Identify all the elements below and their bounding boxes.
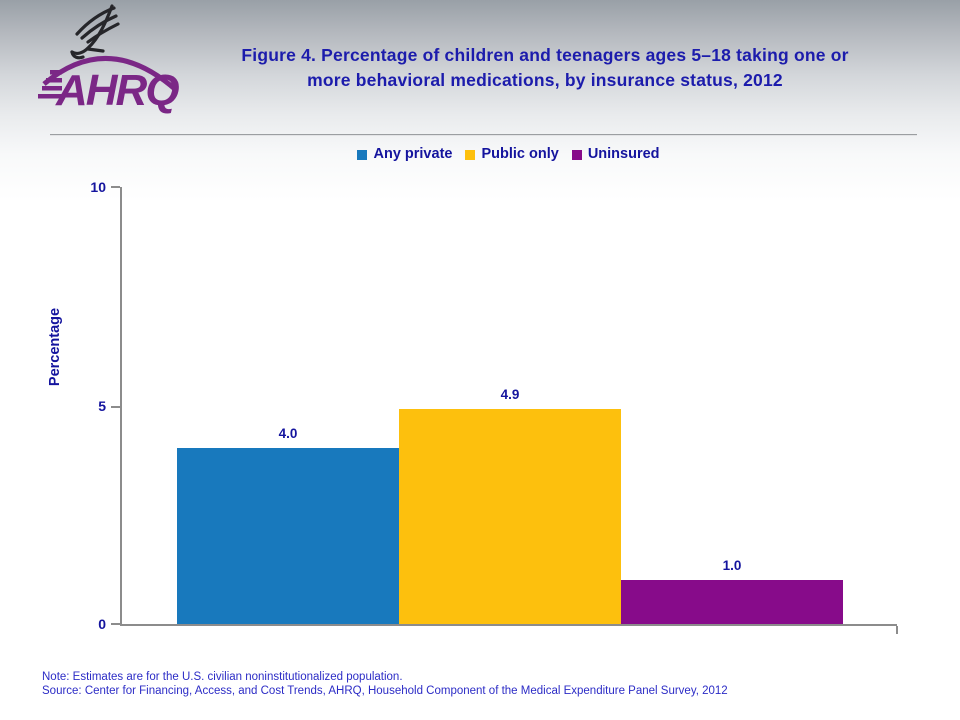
- y-axis-tick-10: [111, 186, 120, 188]
- legend-label-any-private: Any private: [373, 146, 453, 162]
- footnotes: Note: Estimates are for the U.S. civilia…: [42, 670, 942, 698]
- bar-value-label-uninsured: 1.0: [722, 558, 742, 574]
- y-tick-label-5: 5: [98, 398, 106, 414]
- y-tick-label-0: 0: [98, 616, 106, 632]
- legend-item-uninsured: Uninsured: [571, 146, 660, 162]
- legend-swatch-any-private: [357, 149, 368, 160]
- y-axis-title: Percentage: [47, 307, 63, 387]
- header-divider: [50, 134, 917, 136]
- bar-any-private: [177, 448, 399, 624]
- ahrq-logo: AHRQ: [36, 4, 184, 118]
- figure-title: Figure 4. Percentage of children and tee…: [165, 43, 925, 93]
- bar-public-only: [399, 408, 621, 624]
- chart-plot-area: Percentage 10 5 0 4.0 4.9 1.0: [47, 179, 898, 634]
- footnote-source: Source: Center for Financing, Access, an…: [42, 685, 728, 697]
- x-axis-end-tick: [896, 626, 898, 634]
- bar-value-label-any-private: 4.0: [278, 426, 298, 442]
- legend-swatch-public-only: [465, 149, 476, 160]
- figure-title-line2: more behavioral medications, by insuranc…: [307, 70, 783, 90]
- y-axis-tick-5: [111, 406, 120, 408]
- legend-label-uninsured: Uninsured: [587, 146, 660, 162]
- logo-speed-stripes: [38, 70, 62, 99]
- legend-item-any-private: Any private: [357, 146, 452, 162]
- bar-value-label-public-only: 4.9: [500, 386, 520, 402]
- ahrq-logo-text: AHRQ: [55, 66, 179, 115]
- chart-legend: Any private Public only Uninsured: [120, 144, 897, 164]
- footnote-note: Note: Estimates are for the U.S. civilia…: [42, 671, 403, 683]
- legend-label-public-only: Public only: [481, 146, 559, 162]
- figure-title-line1: Figure 4. Percentage of children and tee…: [241, 45, 849, 65]
- legend-item-public-only: Public only: [465, 146, 559, 162]
- bar-uninsured: [621, 580, 843, 624]
- y-tick-label-10: 10: [90, 179, 106, 195]
- y-axis-tick-0: [111, 623, 120, 625]
- legend-swatch-uninsured: [571, 149, 582, 160]
- hhs-eagle-icon: [70, 4, 120, 60]
